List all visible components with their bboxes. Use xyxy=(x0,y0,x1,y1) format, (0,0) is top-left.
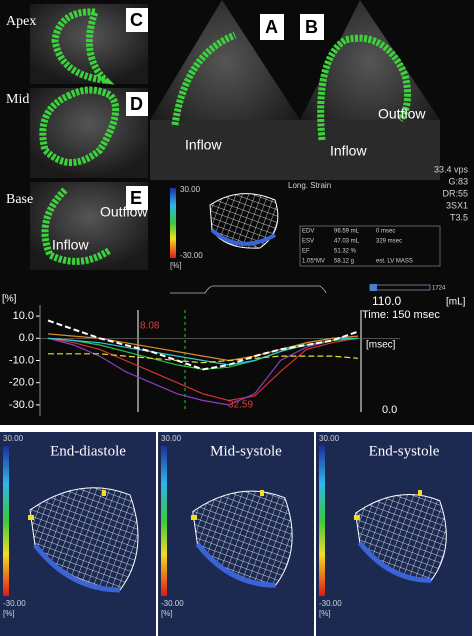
x-unit: [msec] xyxy=(366,340,396,351)
color-bar-min: -30.00 xyxy=(161,599,184,608)
table-cell: 47.03 mL xyxy=(334,239,360,245)
lv-mesh-base xyxy=(357,541,432,583)
scanner-info: 33.4 vps G:83 DR:55 3SX1 T3.5 xyxy=(434,164,469,222)
annotation: 32.59 xyxy=(228,400,253,411)
table-cell: EF xyxy=(302,249,310,255)
view-label: Outflow xyxy=(100,204,148,220)
label-box xyxy=(126,186,148,210)
panel-title: Mid-systole xyxy=(210,443,282,459)
table-cell: 96.59 mL xyxy=(334,229,360,235)
color-bar xyxy=(170,188,176,258)
table-frame xyxy=(299,225,441,267)
y-tick-label: -30.0 xyxy=(9,399,34,411)
color-bar-max: 30.00 xyxy=(319,434,340,443)
label-box xyxy=(260,14,284,40)
color-bar-max: 30.00 xyxy=(180,185,201,194)
annotation: 8.08 xyxy=(140,321,160,332)
lv-mesh xyxy=(209,193,279,249)
bottom-panel: 30.00-30.00[%]End-diastole30.00-30.00[%]… xyxy=(0,432,472,636)
marker xyxy=(353,515,360,520)
lv-mesh-base xyxy=(210,228,276,246)
table-cell: 51.32 % xyxy=(334,249,357,255)
marker xyxy=(260,490,264,496)
label-box xyxy=(126,92,148,116)
time-label: Time: 150 msec xyxy=(362,309,440,321)
y-tick-label: 10.0 xyxy=(13,310,34,322)
volume-unit: [mL] xyxy=(446,297,466,308)
scanner-text: DR:55 xyxy=(442,188,468,198)
view-bg xyxy=(150,120,440,180)
ecg-trace xyxy=(170,285,327,294)
table-cell: est. LV MASS xyxy=(376,259,413,265)
y-unit: [%] xyxy=(2,294,17,305)
panel-letter: D xyxy=(130,94,143,114)
marker xyxy=(28,515,34,520)
table-cell: 329 msec xyxy=(376,239,402,245)
lv-mesh-base xyxy=(195,542,276,588)
view-a xyxy=(150,0,300,155)
view-label: Apex xyxy=(6,14,36,29)
panel-title: End-systole xyxy=(369,443,440,459)
view-label: Inflow xyxy=(330,143,367,159)
color-bar xyxy=(161,446,167,596)
strain-chart: [%] 10.0 0.0 -10.0 -20.0 -30.0 8.08 32.59 Time: … xyxy=(2,294,440,416)
scanner-text: 33.4 vps xyxy=(434,164,469,174)
color-bar-min: -30.00 xyxy=(3,599,26,608)
y-tick-label: 0.0 xyxy=(19,332,34,344)
bottom-value: 0.0 xyxy=(382,404,397,416)
panel-letter: E xyxy=(130,188,142,208)
volume-max: 1724 xyxy=(432,286,446,292)
strain-curve xyxy=(47,337,359,402)
strain-curve xyxy=(47,319,359,371)
panel-title: End-diastole xyxy=(50,443,126,459)
color-bar-max: 30.00 xyxy=(161,434,182,443)
view-label: Base xyxy=(6,192,33,207)
color-bar-unit: [%] xyxy=(170,261,182,270)
view-label: Inflow xyxy=(185,137,222,153)
volume-table: EDV 96.59 mL 0 msec ESV 47.03 mL 329 msec EF 51… xyxy=(299,225,441,267)
color-bar-min: -30.00 xyxy=(180,251,203,260)
volume-value: 110.0 xyxy=(372,294,401,308)
tracking-contours xyxy=(39,8,412,265)
marker xyxy=(102,490,106,496)
view-label: Inflow xyxy=(52,237,89,253)
table-cell: EDV xyxy=(302,229,314,235)
marker xyxy=(418,490,422,496)
table-cell: 1.05*MV xyxy=(302,259,325,265)
color-bar-unit: [%] xyxy=(3,609,15,618)
color-bar-min: -30.00 xyxy=(319,599,342,608)
panel-letter: A xyxy=(265,17,278,37)
strain-curve xyxy=(47,337,359,406)
separator xyxy=(0,425,474,432)
y-tick-label: -20.0 xyxy=(9,377,34,389)
view-label: Outflow xyxy=(378,106,426,122)
color-bar xyxy=(319,446,325,596)
label-box xyxy=(300,14,324,40)
view-b xyxy=(300,0,440,155)
lv-mesh-base xyxy=(33,543,121,593)
panel-letter: B xyxy=(305,17,318,37)
view-label: Mid xyxy=(6,92,29,107)
scanner-text: G:83 xyxy=(448,176,468,186)
scanner-text: 3SX1 xyxy=(446,200,468,210)
color-bar-unit: [%] xyxy=(161,609,173,618)
y-tick-label: -10.0 xyxy=(9,354,34,366)
color-bar-max: 30.00 xyxy=(3,434,24,443)
volume-thumb xyxy=(370,284,377,291)
color-bar xyxy=(3,446,9,596)
color-bar-unit: [%] xyxy=(319,609,331,618)
table-cell: 0 msec xyxy=(376,229,395,235)
strain-title: Long. Strain xyxy=(288,181,331,190)
strain-curve xyxy=(48,353,359,364)
label-box xyxy=(126,8,148,32)
table-cell: 58.12 g xyxy=(334,259,354,265)
marker xyxy=(190,515,197,520)
scanner-text: T3.5 xyxy=(450,212,468,222)
panel-letter: C xyxy=(130,10,143,30)
table-cell: ESV xyxy=(302,239,314,245)
